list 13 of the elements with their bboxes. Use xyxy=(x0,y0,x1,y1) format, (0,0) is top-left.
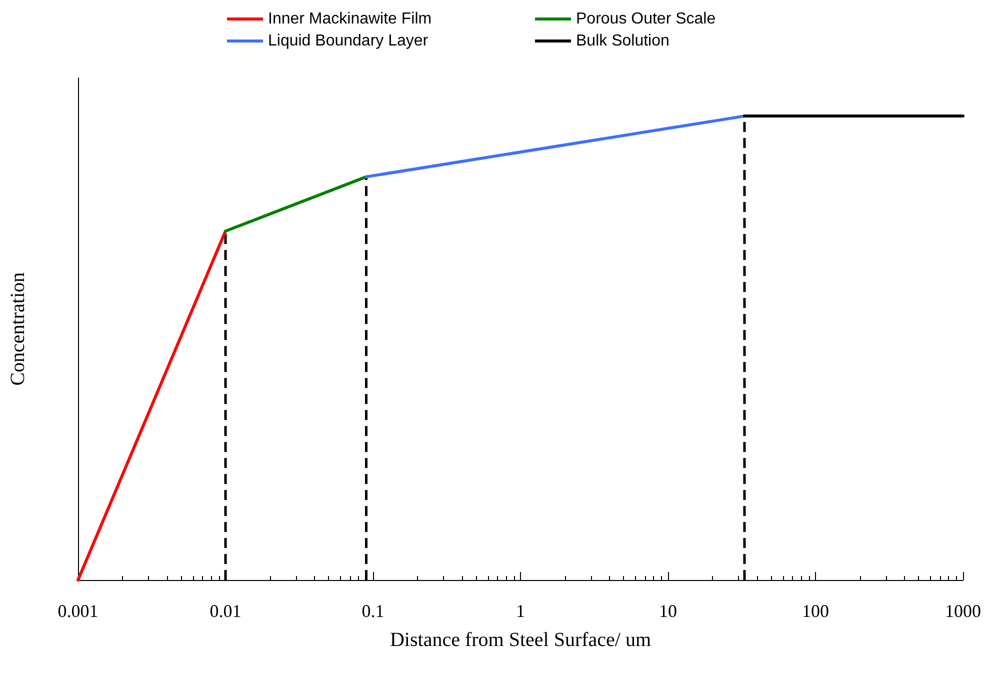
legend-label: Porous Outer Scale xyxy=(576,10,716,28)
legend-label: Inner Mackinawite Film xyxy=(268,10,432,28)
x-tick-label: 0.001 xyxy=(58,601,98,621)
x-tick-label: 100 xyxy=(802,601,829,621)
legend-label: Bulk Solution xyxy=(576,32,670,50)
x-tick-label: 1 xyxy=(516,601,525,621)
x-tick-label: 0.1 xyxy=(362,601,384,621)
legend-label: Liquid Boundary Layer xyxy=(268,32,429,50)
x-tick-label: 0.01 xyxy=(210,601,242,621)
x-axis-title: Distance from Steel Surface/ um xyxy=(390,629,652,651)
x-tick-label: 10 xyxy=(659,601,677,621)
y-axis-title: Concentration xyxy=(7,272,29,386)
x-tick-label: 1000 xyxy=(945,601,981,621)
